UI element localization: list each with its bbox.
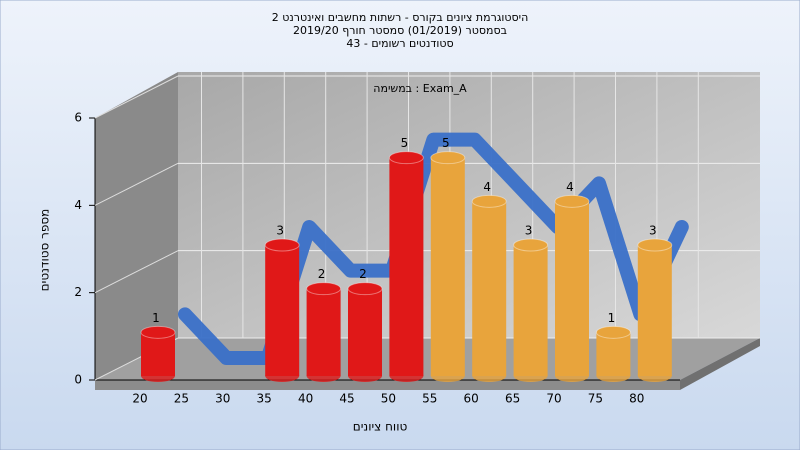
grid-line xyxy=(94,162,179,206)
bar-top xyxy=(388,151,424,165)
left-wall xyxy=(95,72,178,380)
data-label: 4 xyxy=(483,180,491,194)
x-tick-label: 50 xyxy=(381,392,396,406)
bar-top xyxy=(637,238,673,252)
bar xyxy=(348,288,382,376)
bar-top xyxy=(306,282,342,296)
x-axis-title: טווח ציונים xyxy=(353,420,408,434)
bar xyxy=(389,157,424,376)
data-label: 3 xyxy=(525,224,533,238)
bar-top xyxy=(430,151,466,165)
bar xyxy=(265,245,300,376)
data-label: 2 xyxy=(318,267,326,281)
bar-top xyxy=(595,325,631,339)
bar-top xyxy=(347,282,383,296)
x-tick-label: 65 xyxy=(505,392,520,406)
x-tick-label: 60 xyxy=(464,392,479,406)
x-tick-label: 55 xyxy=(422,392,437,406)
x-tick-label: 20 xyxy=(132,392,147,406)
bar xyxy=(637,245,672,376)
bar-top xyxy=(140,325,176,339)
bar xyxy=(472,201,507,376)
floor-edge xyxy=(680,338,760,390)
x-tick-label: 25 xyxy=(174,392,189,406)
data-label: 5 xyxy=(442,136,450,150)
bar xyxy=(306,288,341,376)
bar xyxy=(513,245,548,376)
y-axis-title: מספר סטודנטים xyxy=(38,209,52,292)
grid-line xyxy=(94,75,179,119)
chart-subtitle: סטודנטים רשומים - 43 xyxy=(346,37,453,50)
x-tick-label: 70 xyxy=(546,392,561,406)
chart-title: היסטוגרמת ציונים בקורס - רשתות מחשבים וא… xyxy=(272,11,529,24)
bar xyxy=(596,332,631,376)
bar-top xyxy=(471,194,507,208)
data-label: 5 xyxy=(401,136,409,150)
back-wall xyxy=(178,72,760,338)
y-tick-label: 4 xyxy=(74,198,82,212)
bar-top xyxy=(554,194,590,208)
bar-top xyxy=(513,238,549,252)
grid-line xyxy=(94,250,179,294)
x-tick-label: 80 xyxy=(629,392,644,406)
y-tick-label: 6 xyxy=(74,111,82,125)
data-label: 3 xyxy=(649,224,657,238)
data-label: 3 xyxy=(276,224,284,238)
x-tick-label: 40 xyxy=(298,392,313,406)
x-tick-label: 30 xyxy=(215,392,230,406)
data-label: 4 xyxy=(566,180,574,194)
floor xyxy=(95,338,760,380)
x-tick-label: 75 xyxy=(588,392,603,406)
bar-top xyxy=(264,238,300,252)
x-tick-label: 45 xyxy=(339,392,354,406)
y-tick-label: 2 xyxy=(74,285,82,299)
data-label: 1 xyxy=(152,311,160,325)
bar xyxy=(430,157,465,376)
data-label: 2 xyxy=(359,267,367,281)
bar xyxy=(555,201,589,376)
data-label: 1 xyxy=(608,311,616,325)
chart-subtitle: בסמסטר (01/2019) סמסטר חורף 2019/20 xyxy=(293,24,507,37)
bar xyxy=(141,332,175,376)
annotation: במשימה : Exam_A xyxy=(373,82,467,95)
floor-front xyxy=(95,380,680,390)
y-tick-label: 0 xyxy=(74,373,82,387)
x-tick-label: 35 xyxy=(257,392,272,406)
